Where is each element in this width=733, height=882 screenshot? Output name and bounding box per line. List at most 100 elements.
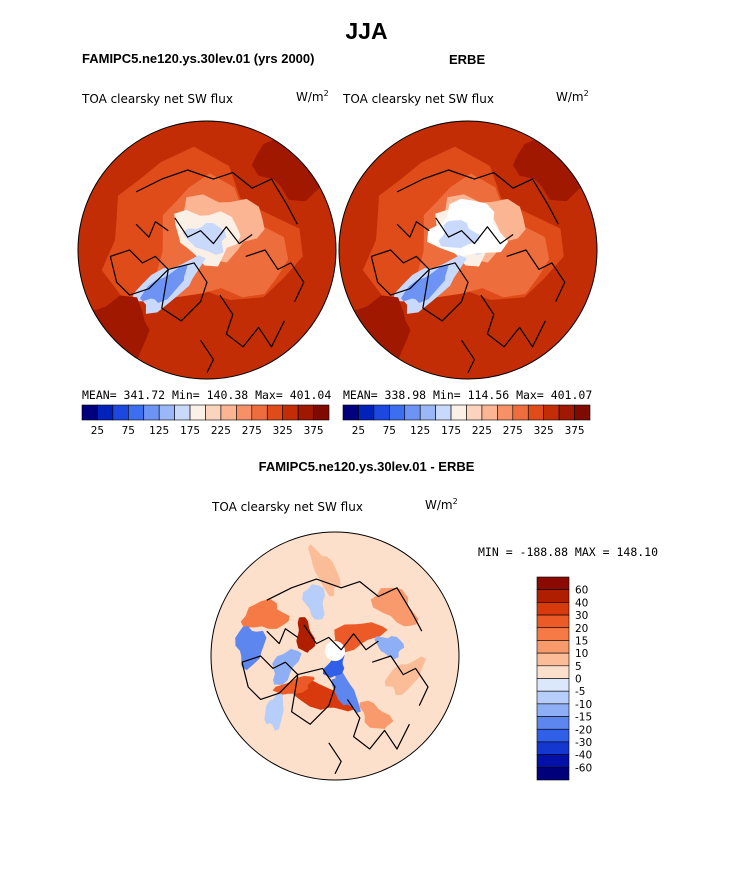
colorbar-3-swatch: [536, 602, 570, 616]
colorbar-2: 25 75 125 175 225 275 325 375: [342, 404, 591, 437]
colorbar-2-tick-label: 325: [534, 425, 554, 437]
colorbar-3-swatch: [536, 614, 570, 629]
colorbar-3-tick-label: -20: [575, 724, 592, 736]
colorbar-2-swatch: [481, 404, 498, 421]
colorbar-3-tick-label: 60: [575, 585, 588, 597]
colorbar-3-tick-label: -15: [575, 712, 592, 724]
colorbar-1-swatch: [158, 404, 175, 421]
colorbar-1-tick-label: 325: [273, 425, 293, 437]
panel-1-units: W/m2: [296, 89, 329, 104]
colorbar-3-swatch: [536, 589, 570, 603]
colorbar-1-swatch: [297, 404, 314, 421]
colorbar-2-tick-label: 75: [383, 425, 396, 437]
panel-2-variable: TOA clearsky net SW flux: [343, 92, 494, 106]
colorbar-2-swatch: [466, 404, 483, 421]
map-field-3: [211, 532, 459, 780]
colorbar-2-tick-label: 275: [503, 425, 523, 437]
colorbar-2-tick-label: 25: [352, 425, 365, 437]
colorbar-1-tick-label: 275: [242, 425, 262, 437]
colorbar-3-swatch: [536, 640, 570, 654]
colorbar-3-swatch: [536, 716, 570, 730]
map-outline-3: [210, 531, 460, 781]
colorbar-3-swatch: [536, 754, 570, 768]
panel-2-units: W/m2: [556, 89, 589, 104]
panel-2-stats: MEAN= 338.98 Min= 114.56 Max= 401.07: [343, 388, 593, 402]
colorbar-1-swatch: [97, 404, 114, 421]
colorbar-3-tick-label: -30: [575, 737, 592, 749]
colorbar-1-tick-label: 25: [91, 425, 104, 437]
colorbar-3-tick-label: 30: [575, 610, 588, 622]
colorbar-3-tick-label: 40: [575, 597, 588, 609]
colorbar-2-swatch: [450, 404, 467, 421]
colorbar-2-tick-label: 225: [472, 425, 492, 437]
colorbar-1-swatch: [174, 404, 191, 421]
colorbar-2-swatch: [419, 404, 436, 421]
map-field-1: [78, 121, 336, 379]
panel-1-variable: TOA clearsky net SW flux: [82, 92, 233, 106]
colorbar-1-tick-label: 175: [180, 425, 200, 437]
panel-3-units: W/m2: [425, 497, 458, 512]
colorbar-2-tick-label: 125: [410, 425, 430, 437]
colorbar-3-swatch: [536, 741, 570, 755]
colorbar-1-tick-label: 225: [211, 425, 231, 437]
colorbar-3-tick-label: 15: [575, 635, 588, 647]
colorbar-1-swatch: [81, 404, 98, 421]
panel-3-header: FAMIPC5.ne120.ys.30lev.01 - ERBE: [258, 459, 475, 474]
colorbar-1-tick-label: 75: [122, 425, 135, 437]
colorbar-3-swatch: [536, 576, 570, 590]
colorbar-1-swatch: [112, 404, 129, 421]
map-outline-2: [338, 120, 598, 380]
colorbar-2-swatch: [435, 404, 452, 421]
colorbar-1-swatch: [189, 404, 206, 421]
colorbar-1-swatch: [266, 404, 283, 421]
colorbar-2-swatch: [527, 404, 544, 421]
colorbar-3-swatch: [536, 703, 570, 717]
colorbar-2-swatch: [373, 404, 390, 421]
colorbar-2-swatch: [497, 404, 514, 421]
colorbar-2-swatch: [574, 404, 591, 421]
colorbar-2-tick-label: 375: [565, 425, 585, 437]
colorbar-3-tick-label: 10: [575, 648, 588, 660]
colorbar-3-swatch: [536, 767, 570, 781]
page-title: JJA: [345, 18, 388, 44]
panel-2-header: ERBE: [449, 52, 486, 67]
panel-1-stats: MEAN= 341.72 Min= 140.38 Max= 401.04: [82, 388, 332, 402]
map-field-2: [339, 121, 597, 379]
colorbar-3-swatch: [536, 690, 570, 705]
colorbar-3-tick-label: 5: [575, 661, 582, 673]
colorbar-2-swatch: [342, 404, 359, 421]
panel-3-stats: MIN = -188.88 MAX = 148.10: [478, 545, 659, 559]
colorbar-2-tick-label: 175: [441, 425, 461, 437]
map-outline-1: [77, 120, 337, 380]
colorbar-2-swatch: [389, 404, 406, 421]
colorbar-2-swatch: [404, 404, 421, 421]
panel-3-variable: TOA clearsky net SW flux: [212, 500, 363, 514]
colorbar-2-swatch: [512, 404, 529, 421]
colorbar-3-tick-label: 20: [575, 623, 588, 635]
colorbar-2-swatch: [543, 404, 560, 421]
colorbar-1-swatch: [128, 404, 145, 421]
colorbar-1-swatch: [236, 404, 253, 421]
colorbar-1-tick-label: 375: [304, 425, 324, 437]
colorbar-1-swatch: [282, 404, 299, 421]
colorbar-3-tick-label: -5: [575, 686, 585, 698]
colorbar-2-swatch: [358, 404, 375, 421]
colorbar-1-swatch: [313, 404, 330, 421]
colorbar-1-tick-label: 125: [149, 425, 169, 437]
colorbar-1: 25 75 125 175 225 275 325 375: [81, 404, 330, 437]
colorbar-2-swatch: [558, 404, 575, 421]
colorbar-3-swatch: [536, 678, 570, 692]
colorbar-3-tick-label: -10: [575, 699, 592, 711]
colorbar-3-tick-label: -40: [575, 750, 592, 762]
colorbar-3-swatch: [536, 627, 570, 641]
colorbar-3-swatch: [536, 652, 570, 667]
colorbar-3-swatch: [536, 665, 570, 679]
colorbar-1-swatch: [251, 404, 268, 421]
colorbar-3-swatch: [536, 728, 570, 743]
colorbar-1-swatch: [220, 404, 237, 421]
colorbar-3-tick-label: 0: [575, 674, 582, 686]
colorbar-1-swatch: [205, 404, 222, 421]
colorbar-1-swatch: [143, 404, 160, 421]
